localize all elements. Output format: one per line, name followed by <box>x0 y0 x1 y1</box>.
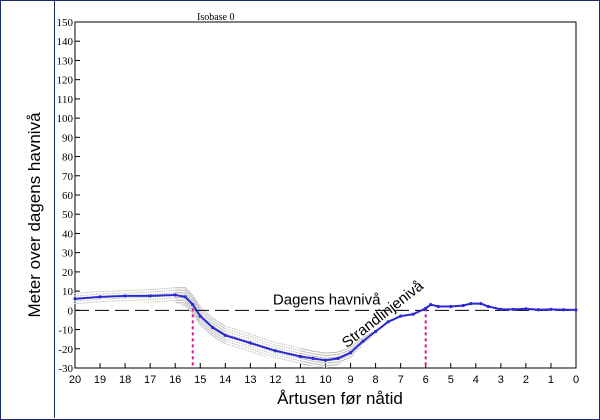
data-point <box>298 354 303 359</box>
data-point <box>469 302 473 306</box>
y-axis: -30 -20 -10 0 10 20 30 40 50 60 70 80 90 100 110 120 130… <box>57 17 80 375</box>
x-tick-label: 8 <box>373 374 379 386</box>
x-tick-label: 0 <box>573 374 579 386</box>
y-tick-label: 0 <box>68 305 74 317</box>
y-axis-title: Meter over dagens havnivå <box>25 112 44 318</box>
data-point <box>449 304 453 309</box>
data-point <box>191 302 195 307</box>
data-point <box>461 303 465 308</box>
y-tick-label: 10 <box>62 286 74 298</box>
x-tick-label: 19 <box>94 374 106 386</box>
x-tick-label: 6 <box>423 374 429 386</box>
x-tick-label: 10 <box>319 374 331 386</box>
y-tick-label: 40 <box>62 228 74 240</box>
x-axis: 20 19 18 17 16 15 14 13 12 11 10 9 8 7 6 5 4 3 2 1 0 <box>69 363 579 386</box>
data-point <box>183 295 187 299</box>
data-point <box>524 307 528 311</box>
x-tick-label: 4 <box>473 374 479 386</box>
y-tick-label: 60 <box>62 190 74 202</box>
y-tick-label: 70 <box>62 171 74 183</box>
y-tick-label: 90 <box>62 132 74 144</box>
data-point <box>273 349 277 353</box>
x-tick-label: 15 <box>194 374 206 386</box>
data-point <box>574 308 578 312</box>
data-point <box>386 320 390 324</box>
data-point <box>348 351 353 355</box>
x-tick-label: 3 <box>498 374 504 386</box>
data-point <box>323 358 328 362</box>
y-tick-label: 140 <box>57 36 74 48</box>
x-tick-label: 2 <box>523 374 529 386</box>
data-point <box>561 308 566 312</box>
data-point <box>399 314 403 318</box>
data-point <box>429 302 433 307</box>
shoreline-points <box>73 293 578 362</box>
y-tick-label: 100 <box>57 113 74 125</box>
annotation-present-sea-level: Dagens havnivå <box>273 292 381 309</box>
data-point <box>549 307 553 311</box>
data-point <box>223 333 227 337</box>
y-tick-label: 150 <box>57 17 74 29</box>
y-tick-label: 130 <box>57 55 74 67</box>
y-tick-label: 80 <box>62 152 74 164</box>
data-point <box>311 356 315 360</box>
y-tick-label: 50 <box>62 209 74 221</box>
data-point <box>499 307 503 311</box>
data-point <box>361 339 365 343</box>
data-point <box>248 341 252 345</box>
data-point <box>436 304 440 309</box>
y-tick-label: 110 <box>57 94 74 106</box>
frame-divider <box>54 0 55 418</box>
data-point <box>173 293 177 297</box>
data-point <box>211 326 215 330</box>
x-tick-label: 16 <box>169 374 181 386</box>
data-point <box>511 307 515 311</box>
y-tick-label: -20 <box>58 344 73 356</box>
data-point <box>148 294 152 298</box>
x-tick-label: 14 <box>219 374 231 386</box>
y-tick-label: -30 <box>58 363 73 375</box>
plot-area <box>74 21 577 369</box>
x-tick-label: 13 <box>244 374 256 386</box>
x-tick-label: 9 <box>347 374 353 386</box>
marker-lines <box>191 308 427 368</box>
y-tick-label: 20 <box>62 267 74 279</box>
x-tick-label: 11 <box>295 374 306 386</box>
x-tick-label: 1 <box>548 374 554 386</box>
data-point <box>536 308 541 312</box>
chart-title: Isobase 0 <box>197 12 235 23</box>
data-point <box>424 306 428 311</box>
x-tick-label: 12 <box>269 374 281 386</box>
data-point <box>73 297 77 301</box>
x-tick-label: 17 <box>144 374 156 386</box>
x-tick-label: 5 <box>448 374 454 386</box>
x-tick-label: 20 <box>69 374 81 386</box>
data-point <box>198 314 202 318</box>
data-point <box>411 312 415 316</box>
data-point <box>336 356 340 360</box>
y-tick-label: 120 <box>57 75 74 87</box>
x-axis-title: Årtusen før nåtid <box>277 389 403 408</box>
data-point <box>486 304 490 309</box>
x-tick-label: 7 <box>398 374 404 386</box>
y-tick-label: 30 <box>62 248 74 260</box>
data-point <box>479 302 483 306</box>
data-point <box>98 295 102 299</box>
data-point <box>374 329 378 334</box>
data-point <box>123 294 127 298</box>
y-tick-label: -10 <box>58 325 73 337</box>
x-tick-label: 18 <box>119 374 131 386</box>
